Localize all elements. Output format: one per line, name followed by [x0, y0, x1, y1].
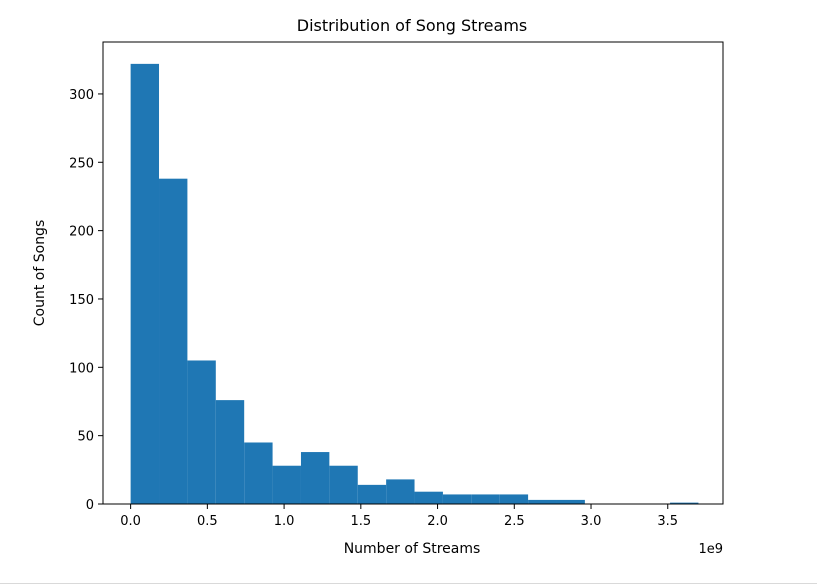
x-tick-label: 1.5	[350, 514, 371, 529]
histogram-bar	[159, 178, 188, 504]
bars-group	[130, 63, 699, 505]
x-tick-label: 1.0	[274, 514, 295, 529]
y-tick-label: 200	[69, 225, 94, 240]
y-axis-ticks: 0 50 100 150 200 250 300	[69, 88, 103, 513]
y-tick-label: 100	[69, 361, 94, 376]
x-axis-title: Number of Streams	[344, 541, 481, 557]
x-tick-label: 0.0	[120, 514, 141, 529]
histogram-bar	[414, 491, 443, 504]
y-tick-label: 150	[69, 293, 94, 308]
divider-line	[0, 583, 817, 584]
y-tick-label: 300	[69, 88, 94, 103]
histogram-bar	[329, 465, 358, 504]
x-tick-label: 2.0	[427, 514, 448, 529]
histogram-bar	[215, 400, 245, 504]
histogram-bar	[556, 499, 585, 504]
plot-frame	[102, 41, 724, 505]
histogram-bar	[528, 499, 557, 504]
histogram-bar	[244, 442, 273, 504]
histogram-bar	[272, 465, 301, 504]
y-axis-title: Count of Songs	[32, 220, 48, 326]
x-tick-label: 3.0	[581, 514, 602, 529]
histogram-bar	[670, 502, 699, 504]
y-tick-label: 50	[77, 430, 94, 445]
histogram-bar	[300, 452, 330, 504]
histogram-bar	[187, 360, 216, 504]
x-axis-ticks: 0.0 0.5 1.0 1.5 2.0 2.5 3.0 3.5	[120, 504, 678, 529]
x-tick-label: 3.5	[657, 514, 678, 529]
x-tick-label: 0.5	[197, 514, 218, 529]
y-tick-label: 250	[69, 156, 94, 171]
x-axis-offset-label: 1e9	[698, 542, 723, 557]
histogram-bar	[130, 63, 160, 505]
histogram-bar	[499, 494, 529, 504]
x-tick-label: 2.5	[504, 514, 525, 529]
histogram-bar	[471, 494, 500, 504]
histogram-bar	[442, 494, 472, 504]
chart-title: Distribution of Song Streams	[297, 16, 528, 35]
histogram-bar	[357, 484, 387, 504]
histogram-bar	[386, 479, 415, 504]
y-tick-label: 0	[86, 498, 94, 513]
